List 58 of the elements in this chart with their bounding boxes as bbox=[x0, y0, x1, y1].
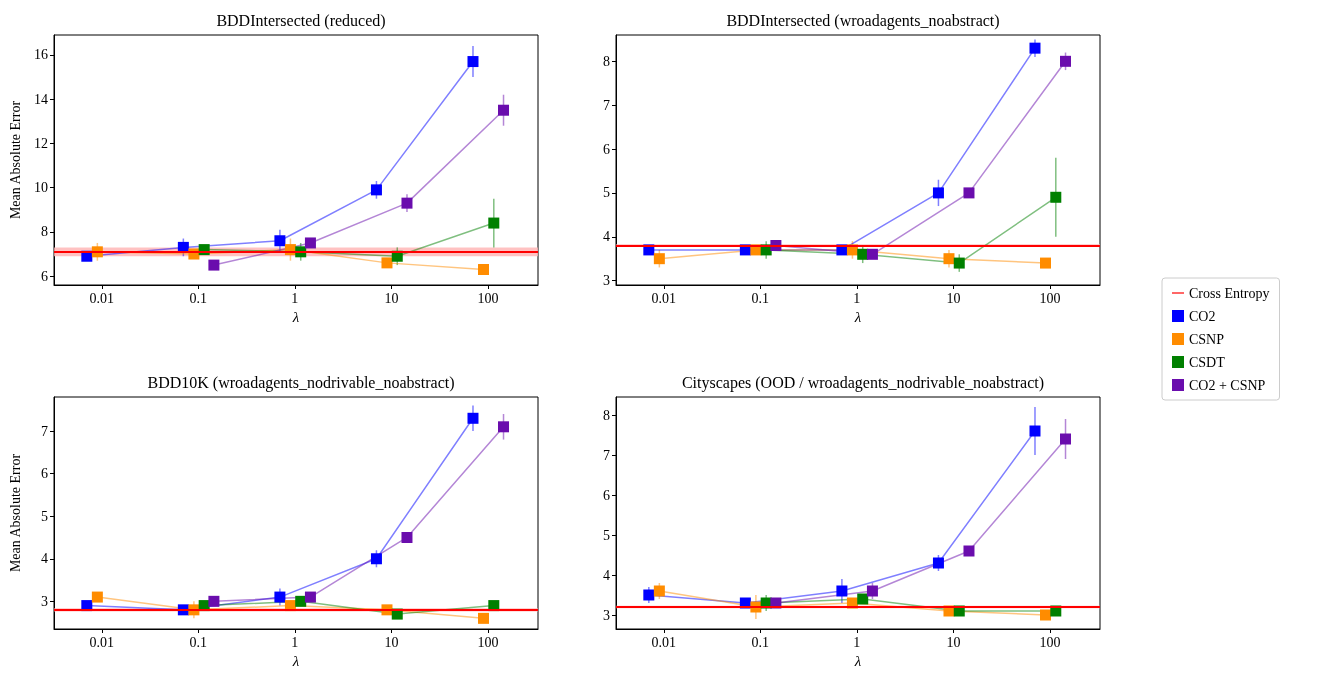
x-axis-title: λ bbox=[291, 653, 300, 670]
y-tick-label: 8 bbox=[603, 53, 610, 69]
x-tick-label: 0.1 bbox=[751, 290, 770, 306]
y-tick-label: 12 bbox=[34, 135, 48, 151]
x-axis-title: λ bbox=[291, 309, 300, 326]
x-tick-label: 1 bbox=[291, 634, 299, 650]
y-tick-label: 3 bbox=[603, 607, 610, 623]
chart-title: BDDIntersected (wroadagents_noabstract) bbox=[726, 11, 1000, 30]
y-tick-label: 7 bbox=[603, 97, 610, 113]
x-tick-label: 0.01 bbox=[651, 634, 677, 650]
y-tick-label: 3 bbox=[41, 593, 48, 609]
y-tick-label: 8 bbox=[603, 407, 610, 423]
x-axis-title: λ bbox=[853, 653, 862, 670]
x-tick-label: 0.1 bbox=[189, 290, 208, 306]
y-tick-label: 14 bbox=[34, 91, 48, 107]
chart-title: BDDIntersected (reduced) bbox=[216, 11, 386, 30]
y-tick-label: 5 bbox=[603, 527, 610, 543]
y-tick-label: 10 bbox=[34, 180, 48, 196]
y-tick-label: 7 bbox=[41, 423, 48, 439]
legend-label: CSNP bbox=[1189, 331, 1225, 347]
y-tick-label: 4 bbox=[603, 229, 610, 245]
y-tick-label: 6 bbox=[603, 141, 610, 157]
y-tick-label: 6 bbox=[603, 487, 610, 503]
y-tick-label: 6 bbox=[41, 268, 48, 284]
y-tick-label: 5 bbox=[603, 185, 610, 201]
y-tick-label: 16 bbox=[34, 47, 48, 63]
y-axis-title: Mean Absolute Error bbox=[7, 453, 23, 573]
x-tick-label: 0.01 bbox=[89, 290, 115, 306]
legend-label: CO2 + CSNP bbox=[1189, 377, 1266, 393]
legend-label: CSDT bbox=[1189, 354, 1226, 370]
x-tick-label: 100 bbox=[1039, 634, 1061, 650]
x-tick-label: 0.1 bbox=[751, 634, 770, 650]
y-tick-label: 7 bbox=[603, 447, 610, 463]
legend-label: CO2 bbox=[1189, 308, 1216, 324]
x-tick-label: 10 bbox=[946, 634, 961, 650]
y-axis-title: Mean Absolute Error bbox=[7, 100, 23, 220]
x-tick-label: 1 bbox=[853, 634, 861, 650]
y-tick-label: 4 bbox=[603, 567, 610, 583]
y-tick-label: 4 bbox=[41, 551, 48, 567]
x-tick-label: 10 bbox=[384, 290, 399, 306]
x-tick-label: 100 bbox=[477, 290, 499, 306]
x-tick-label: 100 bbox=[1039, 290, 1061, 306]
x-axis-title: λ bbox=[853, 309, 862, 326]
x-tick-label: 0.1 bbox=[189, 634, 208, 650]
x-tick-label: 10 bbox=[384, 634, 399, 650]
y-tick-label: 3 bbox=[603, 273, 610, 289]
x-tick-label: 100 bbox=[477, 634, 499, 650]
x-tick-label: 0.01 bbox=[89, 634, 115, 650]
x-tick-label: 1 bbox=[853, 290, 861, 306]
y-tick-label: 6 bbox=[41, 466, 48, 482]
y-tick-label: 8 bbox=[41, 224, 48, 240]
chart-title: BDD10K (wroadagents_nodrivable_noabstract) bbox=[147, 373, 455, 392]
x-tick-label: 10 bbox=[946, 290, 961, 306]
legend-label: Cross Entropy bbox=[1189, 285, 1270, 301]
chart-title: Cityscapes (OOD / wroadagents_nodrivable_noabstract) bbox=[681, 373, 1045, 392]
x-tick-label: 1 bbox=[291, 290, 299, 306]
y-tick-label: 5 bbox=[41, 508, 48, 524]
x-tick-label: 0.01 bbox=[651, 290, 677, 306]
